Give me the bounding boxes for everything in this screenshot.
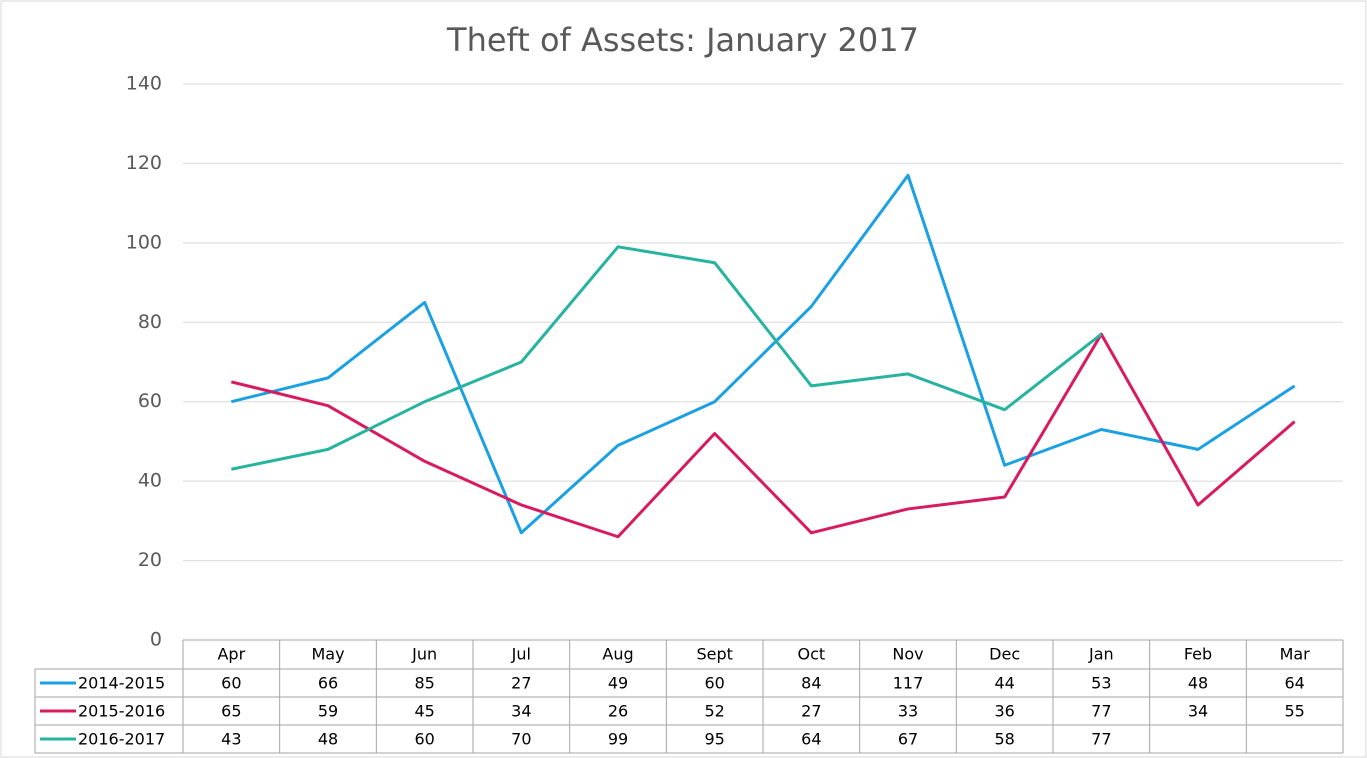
table-value: 60 bbox=[414, 730, 434, 749]
y-tick-label: 20 bbox=[138, 549, 162, 571]
y-tick-label: 60 bbox=[138, 390, 162, 412]
series-line bbox=[230, 173, 1296, 535]
table-value: 48 bbox=[318, 730, 338, 749]
series-line bbox=[230, 332, 1296, 539]
table-value: 53 bbox=[1091, 674, 1111, 693]
x-tick-label: May bbox=[311, 645, 344, 664]
table-value: 117 bbox=[893, 674, 924, 693]
table-value: 64 bbox=[801, 730, 821, 749]
y-tick-label: 140 bbox=[126, 73, 162, 95]
series-line bbox=[231, 245, 1103, 471]
legend-label: 2016-2017 bbox=[78, 730, 165, 749]
y-tick-label: 0 bbox=[150, 629, 162, 651]
x-tick-label: Jul bbox=[511, 645, 531, 664]
table-value: 60 bbox=[221, 674, 241, 693]
table-value: 64 bbox=[1284, 674, 1304, 693]
legend-label: 2014-2015 bbox=[78, 674, 165, 693]
table-value: 45 bbox=[414, 702, 434, 721]
legend-label: 2015-2016 bbox=[78, 702, 165, 721]
table-value: 59 bbox=[318, 702, 338, 721]
table-value: 34 bbox=[511, 702, 531, 721]
table-value: 48 bbox=[1188, 674, 1208, 693]
table-value: 95 bbox=[704, 730, 724, 749]
table-value: 44 bbox=[994, 674, 1014, 693]
x-tick-label: Jan bbox=[1088, 645, 1114, 664]
table-value: 55 bbox=[1284, 702, 1304, 721]
chart-title: Theft of Assets: January 2017 bbox=[446, 21, 919, 59]
table-value: 77 bbox=[1091, 730, 1111, 749]
y-tick-label: 100 bbox=[126, 231, 162, 253]
x-tick-label: Sept bbox=[696, 645, 732, 664]
table-value: 49 bbox=[608, 674, 628, 693]
x-tick-label: Feb bbox=[1184, 645, 1212, 664]
x-tick-label: Apr bbox=[217, 645, 245, 664]
table-value: 66 bbox=[318, 674, 338, 693]
table-value: 84 bbox=[801, 674, 821, 693]
table-value: 67 bbox=[898, 730, 918, 749]
table-value: 33 bbox=[898, 702, 918, 721]
table-value: 70 bbox=[511, 730, 531, 749]
y-tick-label: 120 bbox=[126, 152, 162, 174]
x-tick-label: Oct bbox=[797, 645, 825, 664]
table-value: 26 bbox=[608, 702, 628, 721]
x-tick-label: Nov bbox=[892, 645, 923, 664]
y-tick-label: 40 bbox=[138, 470, 162, 492]
table-value: 65 bbox=[221, 702, 241, 721]
table-value: 36 bbox=[994, 702, 1014, 721]
table-value: 43 bbox=[221, 730, 241, 749]
table-value: 34 bbox=[1188, 702, 1208, 721]
table-value: 58 bbox=[994, 730, 1014, 749]
x-tick-label: Dec bbox=[989, 645, 1020, 664]
x-tick-label: Mar bbox=[1280, 645, 1311, 664]
table-value: 60 bbox=[704, 674, 724, 693]
x-tick-label: Aug bbox=[602, 645, 633, 664]
table-value: 52 bbox=[704, 702, 724, 721]
table-value: 27 bbox=[511, 674, 531, 693]
table-value: 77 bbox=[1091, 702, 1111, 721]
table-value: 99 bbox=[608, 730, 628, 749]
table-value: 85 bbox=[414, 674, 434, 693]
table-value: 27 bbox=[801, 702, 821, 721]
x-tick-label: Jun bbox=[411, 645, 437, 664]
y-tick-label: 80 bbox=[138, 311, 162, 333]
